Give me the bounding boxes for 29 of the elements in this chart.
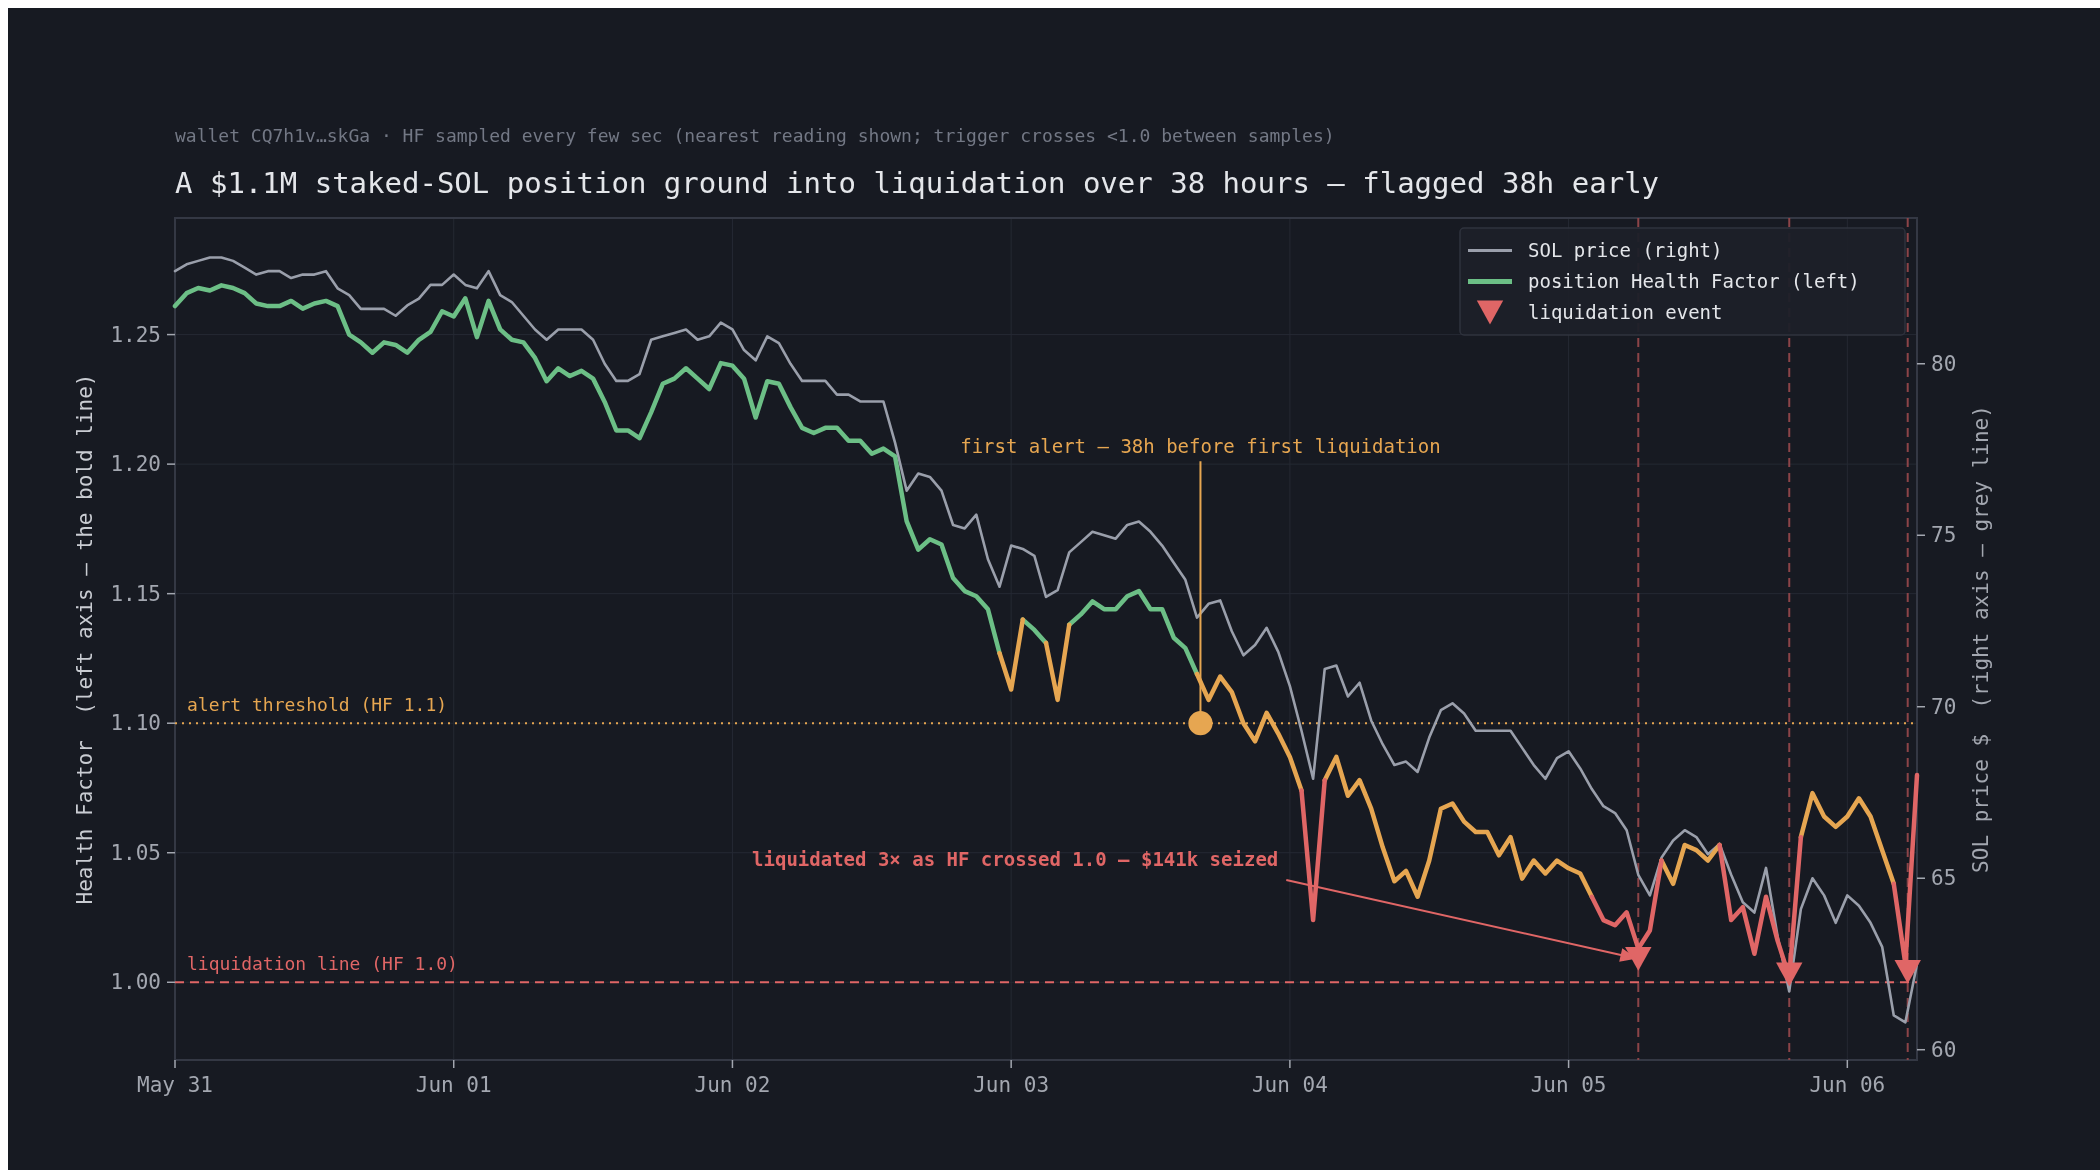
legend-label: liquidation event [1528, 300, 1723, 323]
y2-tick-label: 70 [1931, 694, 1957, 719]
y2-tick-label: 75 [1931, 523, 1957, 548]
y2-tick-label: 80 [1931, 351, 1957, 376]
x-tick-label: Jun 02 [694, 1073, 771, 1097]
ref-line-label: alert threshold (HF 1.1) [187, 694, 448, 716]
x-tick-label: Jun 04 [1251, 1073, 1328, 1097]
y-tick-label: 1.15 [110, 581, 161, 606]
legend-label: SOL price (right) [1528, 238, 1723, 261]
legend-label: position Health Factor (left) [1528, 269, 1860, 292]
x-tick-label: Jun 06 [1809, 1073, 1886, 1097]
chart-title: A $1.1M staked-SOL position ground into liquidation over 38 hours — flagged 38h early [175, 166, 1660, 200]
y-tick-label: 1.20 [110, 452, 161, 477]
x-tick-label: Jun 05 [1530, 1073, 1607, 1097]
x-tick-label: Jun 01 [415, 1073, 492, 1097]
y-tick-label: 1.25 [110, 322, 161, 347]
x-tick-label: Jun 03 [973, 1073, 1050, 1097]
chart-subtitle: wallet CQ7h1v…skGa · HF sampled every few sec (nearest reading shown; trigger crosses <1.0 between samples) [175, 125, 1335, 146]
y-axis-title: Health Factor (left axis — the bold line) [73, 373, 97, 905]
annotation: liquidated 3× as HF crossed 1.0 — $141k seized [752, 847, 1279, 870]
annotation: first alert — 38h before first liquidation [960, 435, 1441, 458]
y-tick-label: 1.05 [110, 840, 161, 865]
y-tick-label: 1.10 [110, 711, 161, 736]
y2-tick-label: 65 [1931, 866, 1957, 891]
y2-tick-label: 60 [1931, 1037, 1957, 1062]
y2-axis-title: SOL price $ (right axis — grey line) [1969, 405, 1993, 873]
y-tick-label: 1.00 [110, 970, 161, 995]
ref-line-label: liquidation line (HF 1.0) [187, 953, 458, 975]
x-tick-label: May 31 [137, 1073, 213, 1097]
